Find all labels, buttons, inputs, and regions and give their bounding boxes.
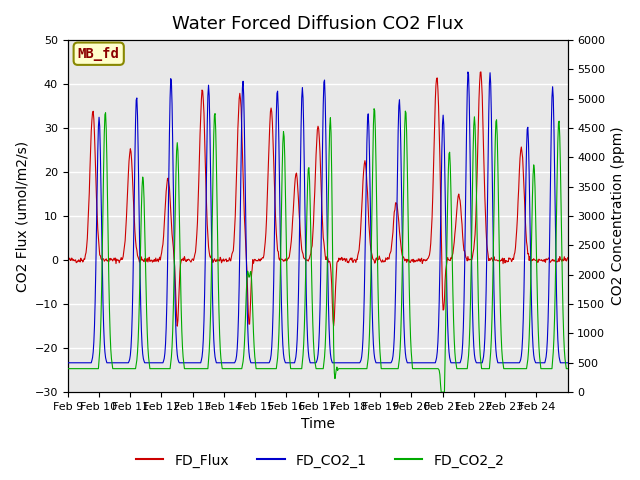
Title: Water Forced Diffusion CO2 Flux: Water Forced Diffusion CO2 Flux (172, 15, 463, 33)
Y-axis label: CO2 Flux (umol/m2/s): CO2 Flux (umol/m2/s) (15, 141, 29, 292)
Legend: FD_Flux, FD_CO2_1, FD_CO2_2: FD_Flux, FD_CO2_1, FD_CO2_2 (130, 448, 510, 473)
Text: MB_fd: MB_fd (78, 47, 120, 60)
X-axis label: Time: Time (301, 418, 335, 432)
Y-axis label: CO2 Concentration (ppm): CO2 Concentration (ppm) (611, 127, 625, 305)
